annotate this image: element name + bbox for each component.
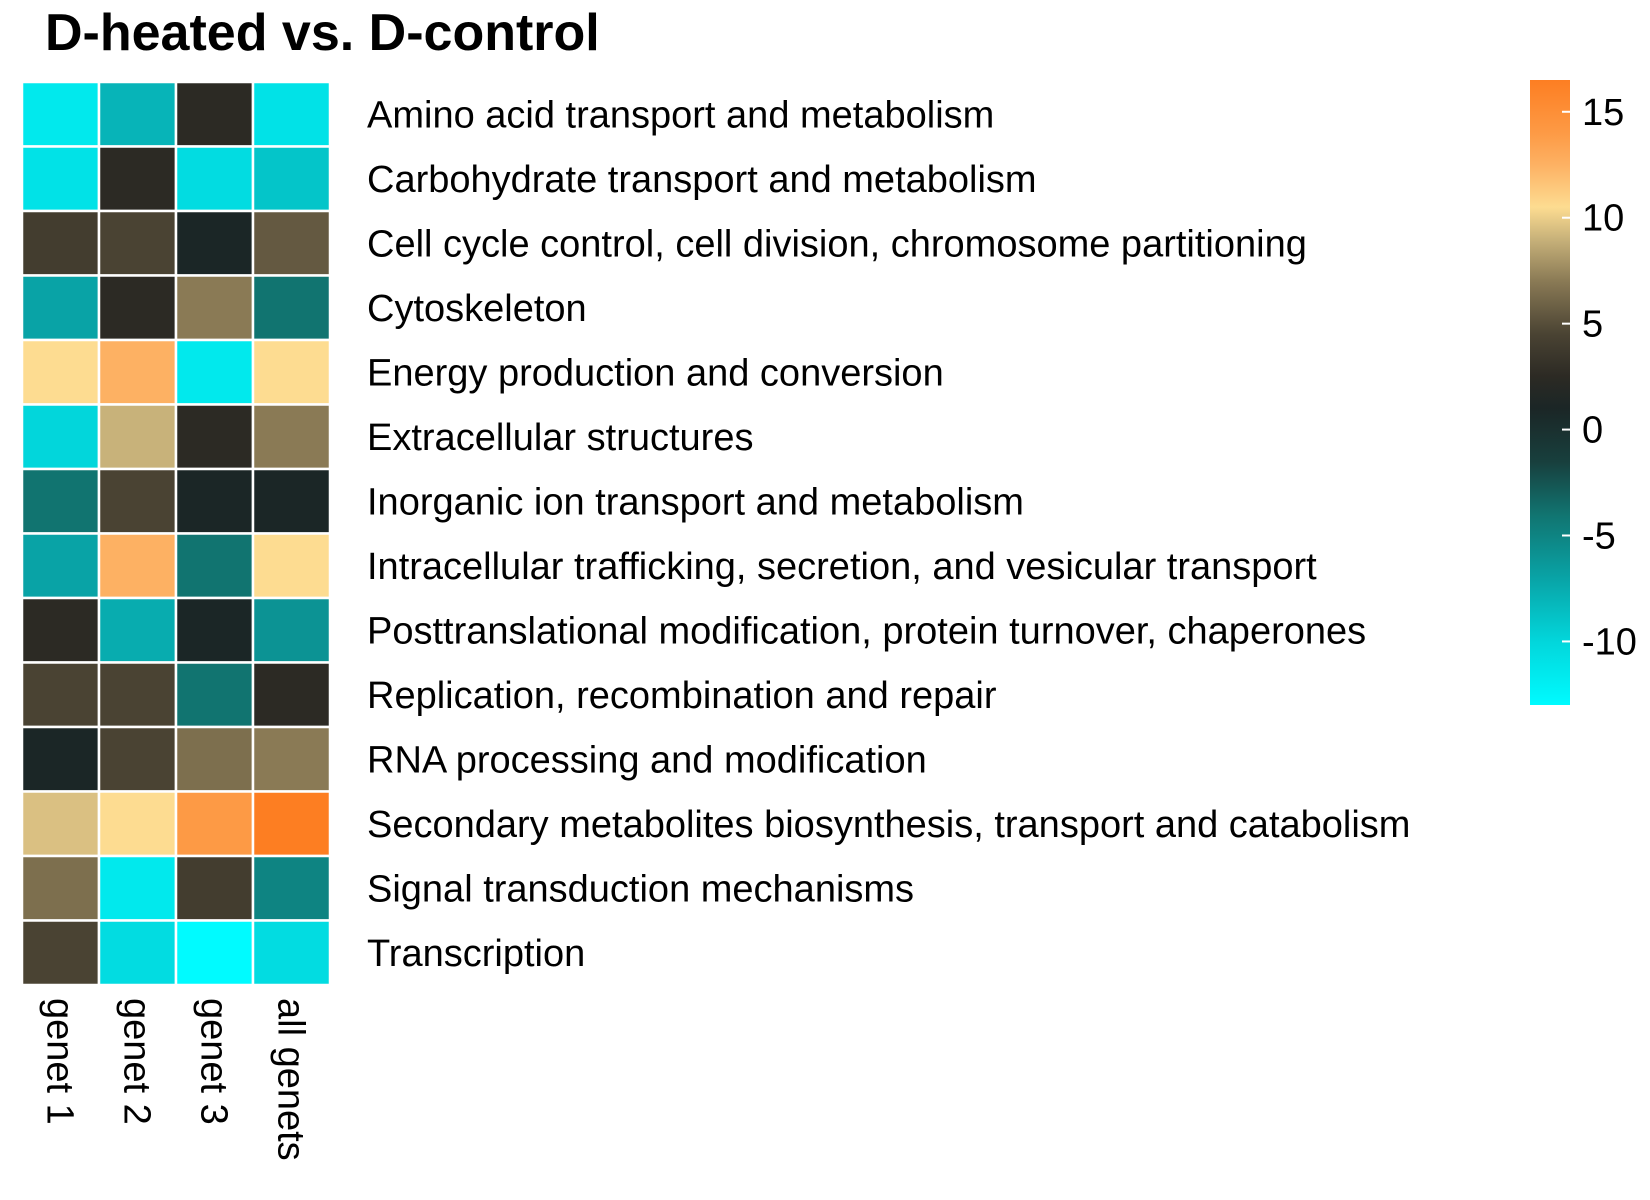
- legend-ticks: 15 10 5 0 -5 -10: [1562, 92, 1637, 663]
- heatmap-cell: [174, 790, 255, 858]
- row-label: Cytoskeleton: [367, 288, 587, 330]
- heatmap-cell: [251, 661, 332, 729]
- heatmap-cell: [97, 274, 178, 342]
- legend-tick-label: 0: [1582, 410, 1603, 452]
- legend-tick-label: 15: [1582, 92, 1624, 134]
- heatmap-cell: [97, 661, 178, 729]
- heatmap-cell: [20, 338, 101, 406]
- row-label: Cell cycle control, cell division, chrom…: [367, 223, 1307, 265]
- heatmap-cell: [174, 145, 255, 213]
- row-labels: Amino acid transport and metabolism Carbo…: [367, 94, 1410, 975]
- heatmap-cell: [174, 274, 255, 342]
- heatmap-cell: [97, 209, 178, 277]
- heatmap-cell: [20, 532, 101, 600]
- heatmap-cell: [97, 532, 178, 600]
- heatmap-cell: [97, 338, 178, 406]
- heatmap-cell: [251, 403, 332, 471]
- row-label: Energy production and conversion: [367, 352, 944, 394]
- column-label: all genets: [270, 998, 312, 1161]
- heatmap-cell: [174, 338, 255, 406]
- heatmap-cell: [174, 467, 255, 535]
- heatmap-cell: [20, 80, 101, 148]
- heatmap-cell: [97, 80, 178, 148]
- heatmap-cell: [251, 80, 332, 148]
- heatmap-cell: [20, 274, 101, 342]
- row-label: Intracellular trafficking, secretion, an…: [367, 546, 1317, 588]
- column-label: genet 3: [193, 998, 235, 1125]
- row-label: Replication, recombination and repair: [367, 675, 997, 717]
- row-label: Carbohydrate transport and metabolism: [367, 159, 1037, 201]
- heatmap-cell: [97, 403, 178, 471]
- heatmap-cell: [251, 467, 332, 535]
- heatmap-cell: [251, 338, 332, 406]
- heatmap-cell: [20, 467, 101, 535]
- heatmap-cell: [174, 532, 255, 600]
- heatmap-cell: [97, 854, 178, 922]
- heatmap-cell: [174, 209, 255, 277]
- row-label: Signal transduction mechanisms: [367, 868, 914, 910]
- heatmap-cell: [20, 661, 101, 729]
- heatmap-cell: [174, 596, 255, 664]
- heatmap-cell: [20, 725, 101, 793]
- chart-title: D-heated vs. D-control: [45, 4, 600, 62]
- heatmap-cell: [251, 725, 332, 793]
- heatmap-cell: [174, 661, 255, 729]
- heatmap-cell: [97, 145, 178, 213]
- heatmap-cell: [251, 274, 332, 342]
- heatmap-cell: [251, 209, 332, 277]
- row-label: Transcription: [367, 933, 585, 975]
- column-labels: genet 1 genet 2 genet 3 all genets: [39, 998, 312, 1161]
- column-label: genet 2: [116, 998, 158, 1125]
- heatmap-cells: [20, 80, 332, 987]
- row-label: Amino acid transport and metabolism: [367, 94, 994, 136]
- color-legend: 15 10 5 0 -5 -10: [1530, 80, 1637, 705]
- row-label: RNA processing and modification: [367, 739, 927, 781]
- heatmap-cell: [20, 596, 101, 664]
- heatmap-cell: [20, 145, 101, 213]
- heatmap-cell: [251, 145, 332, 213]
- heatmap-cell: [174, 80, 255, 148]
- heatmap-cell: [251, 532, 332, 600]
- heatmap-cell: [174, 919, 255, 987]
- heatmap-cell: [251, 854, 332, 922]
- heatmap-cell: [174, 854, 255, 922]
- heatmap-cell: [97, 919, 178, 987]
- legend-tick-label: -10: [1582, 621, 1637, 663]
- heatmap-cell: [20, 854, 101, 922]
- heatmap-cell: [251, 596, 332, 664]
- legend-color-bar: [1530, 80, 1570, 705]
- row-label: Secondary metabolites biosynthesis, tran…: [367, 804, 1410, 846]
- heatmap-cell: [97, 467, 178, 535]
- heatmap-cell: [251, 919, 332, 987]
- heatmap-cell: [97, 596, 178, 664]
- row-label: Extracellular structures: [367, 417, 753, 459]
- heatmap-cell: [97, 790, 178, 858]
- heatmap-cell: [20, 919, 101, 987]
- row-label: Inorganic ion transport and metabolism: [367, 481, 1024, 523]
- legend-tick-label: -5: [1582, 516, 1616, 558]
- heatmap-cell: [97, 725, 178, 793]
- heatmap-cell: [174, 403, 255, 471]
- heatmap-cell: [20, 403, 101, 471]
- heatmap-cell: [20, 209, 101, 277]
- legend-tick-label: 5: [1582, 304, 1603, 346]
- row-label: Posttranslational modification, protein …: [367, 610, 1366, 652]
- column-label: genet 1: [39, 998, 81, 1125]
- heatmap-cell: [20, 790, 101, 858]
- legend-tick-label: 10: [1582, 198, 1624, 240]
- heatmap-cell: [174, 725, 255, 793]
- heatmap-cell: [251, 790, 332, 858]
